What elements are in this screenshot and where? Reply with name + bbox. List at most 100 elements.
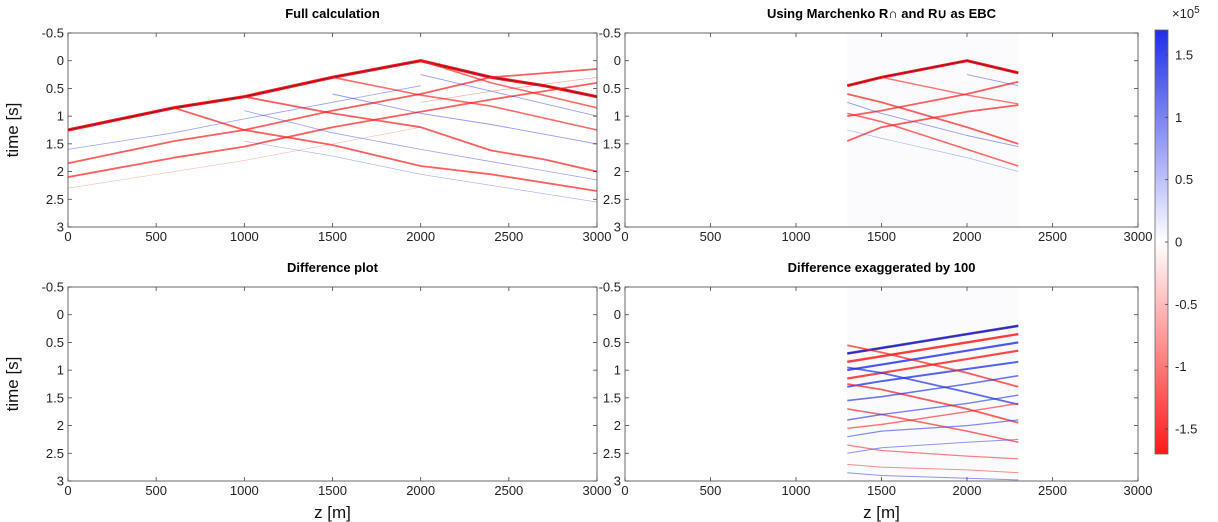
x-axis-label: z [m] (314, 503, 351, 522)
event-trace (68, 126, 421, 189)
y-tick-label: 1.5 (46, 390, 64, 405)
event-trace (847, 366, 1019, 406)
event-trace (173, 106, 597, 192)
y-tick-label: -0.5 (42, 26, 64, 41)
event-trace (847, 374, 1019, 402)
colorbar-tick-label: 0.5 (1175, 172, 1193, 187)
y-tick-label: 1.5 (603, 390, 621, 405)
colorbar-ticks: 1.5 1 0.5 0 -0.5 -1 -1.5 (1165, 47, 1197, 437)
plot-area: 0 500 1000 1500 2000 2500 3000 -0.5 0 0.5 1 1.5 2 2.5… (42, 26, 612, 245)
y-axis-label: time [s] (3, 103, 22, 158)
event-trace (847, 438, 1019, 454)
x-tick-label: 1500 (318, 229, 347, 244)
panel-difference: Difference plot time [s] z [m] 0 500 1000 1… (3, 260, 611, 522)
y-tick-label: 2.5 (603, 192, 621, 207)
y-tick-label: 1 (614, 363, 621, 378)
event-trace (847, 129, 1019, 172)
y-tick-label: 0 (614, 53, 621, 68)
colorbar-tick-label: 1.5 (1175, 47, 1193, 62)
plot-area: 0 500 1000 1500 2000 2500 3000 -0.5 0 0.5 1 1.5 2 2.5… (42, 280, 612, 499)
y-tick-label: 1 (614, 109, 621, 124)
event-trace (68, 68, 597, 165)
x-tick-label: 3000 (1124, 229, 1153, 244)
event-trace (244, 95, 597, 173)
y-tick-label: 1.5 (603, 136, 621, 151)
x-tick-label: 3000 (583, 229, 612, 244)
y-tick-label: 2 (614, 418, 621, 433)
y-tick-label: 3 (57, 220, 64, 235)
x-tick-label: 3000 (1124, 483, 1153, 498)
panel-full-calculation: Full calculation time [s] 0 500 1000 1500 20… (3, 6, 611, 244)
event-trace (332, 76, 597, 131)
event-trace (847, 463, 1019, 474)
panel-marchenko-ebc: Using Marchenko R∩ and R∪ as EBC 0 500 100… (599, 6, 1153, 244)
event-trace (244, 140, 597, 203)
y-tick-label: -0.5 (599, 280, 621, 295)
y-tick-label: 0.5 (603, 81, 621, 96)
y-tick-label: 2 (57, 164, 64, 179)
x-tick-label: 1000 (230, 229, 259, 244)
event-trace (847, 101, 1019, 148)
event-trace (847, 349, 1019, 380)
y-tick-label: 0.5 (46, 335, 64, 350)
y-tick-label: 3 (57, 474, 64, 489)
x-tick-label: 500 (145, 483, 167, 498)
event-trace-core (847, 325, 1019, 354)
y-tick-label: 2 (614, 164, 621, 179)
x-tick-label: 500 (700, 229, 722, 244)
colorbar-tick-label: -1.5 (1175, 422, 1197, 437)
x-tick-label: 2000 (953, 229, 982, 244)
panel-title: Difference exaggerated by 100 (788, 260, 976, 275)
colorbar-tick-label: -0.5 (1175, 297, 1197, 312)
x-tick-label: 0 (64, 483, 71, 498)
x-axis-label: z [m] (863, 503, 900, 522)
event-trace (847, 402, 1019, 429)
y-tick-label: 2.5 (46, 446, 64, 461)
event-trace (420, 74, 597, 117)
events (68, 59, 597, 203)
x-tick-label: 2500 (494, 483, 523, 498)
y-tick-label: -0.5 (599, 26, 621, 41)
x-tick-label: 2500 (1038, 229, 1067, 244)
y-tick-label: 2.5 (46, 192, 64, 207)
x-tick-label: 1500 (867, 483, 896, 498)
event-trace (847, 419, 1019, 438)
x-tick-label: 500 (700, 483, 722, 498)
x-tick-label: 1000 (782, 229, 811, 244)
panel-title: Full calculation (285, 6, 380, 21)
plot-area: 0 500 1000 1500 2000 2500 3000 -0.5 0 0.5 1 1.5 2 2.5… (599, 280, 1153, 499)
x-tick-label: 1000 (230, 483, 259, 498)
colorbar-tick-label: 1 (1175, 110, 1182, 125)
event-trace (847, 112, 1019, 167)
plot-background (68, 287, 597, 481)
plot-background (68, 33, 597, 227)
event-trace (847, 394, 1019, 421)
x-tick-label: 2000 (406, 229, 435, 244)
y-tick-label: 1.5 (46, 136, 64, 151)
event-trace-core (847, 60, 1019, 87)
event-trace (966, 74, 1019, 87)
y-tick-label: 2 (57, 418, 64, 433)
panel-title: Difference plot (287, 260, 379, 275)
event-trace (420, 76, 597, 103)
event-trace (847, 472, 1019, 481)
event-trace (68, 82, 597, 178)
x-tick-label: 500 (145, 229, 167, 244)
event-trace (847, 360, 1019, 388)
y-tick-label: 0.5 (603, 335, 621, 350)
event-trace (847, 383, 1019, 424)
x-tick-label: 1500 (318, 483, 347, 498)
y-tick-label: 3 (614, 220, 621, 235)
x-tick-label: 0 (621, 483, 628, 498)
event-trace (244, 110, 597, 181)
event-trace (332, 93, 597, 145)
y-tick-label: 1 (57, 363, 64, 378)
colorbar: ×105 1.5 1 0.5 0 -0.5 -1 -1.5 (1154, 5, 1200, 455)
y-tick-label: 3 (614, 474, 621, 489)
event-trace (847, 444, 1019, 460)
panel-title: Using Marchenko R∩ and R∪ as EBC (767, 6, 997, 21)
y-tick-label: 1 (57, 109, 64, 124)
event-trace (847, 332, 1019, 363)
event-trace (68, 85, 421, 150)
